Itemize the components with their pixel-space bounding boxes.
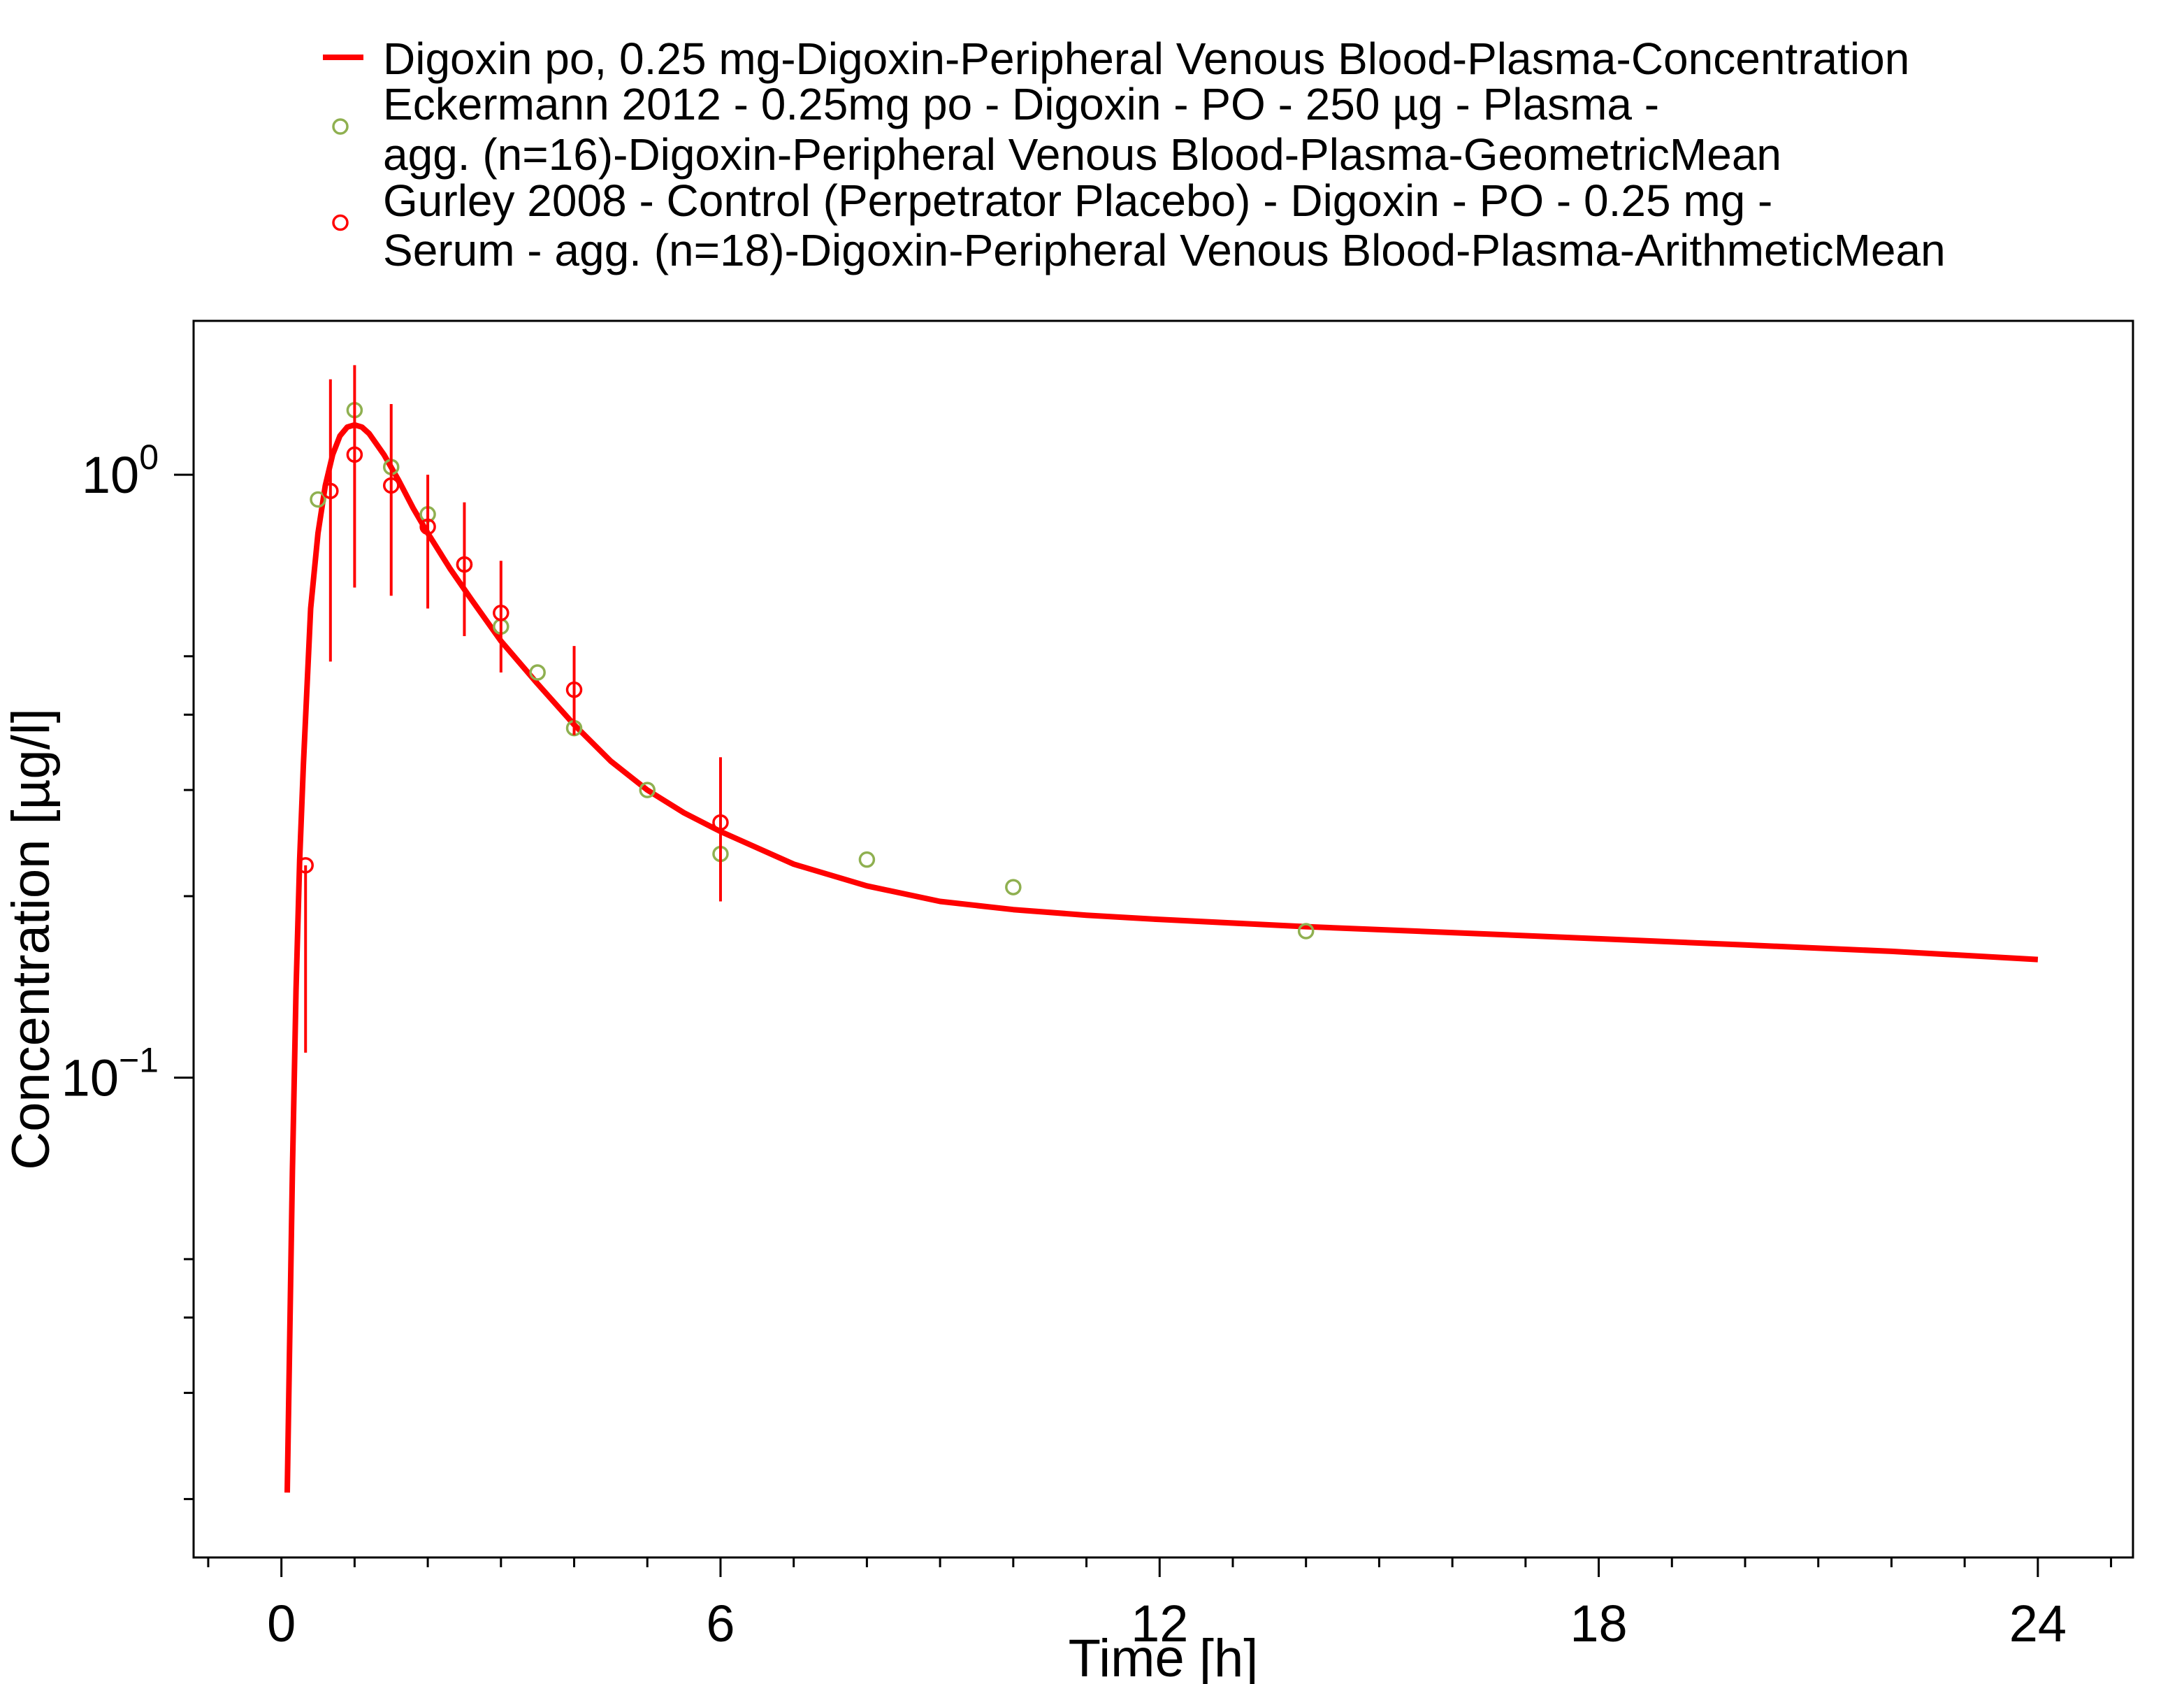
legend-label: Gurley 2008 - Control (Perpetrator Place… (383, 175, 1772, 226)
y-tick-label: 10−1 (62, 1041, 159, 1107)
data-point (493, 605, 509, 621)
legend-label: Serum - agg. (n=18)-Digoxin-Peripheral V… (383, 225, 1946, 275)
series-2 (297, 365, 729, 1053)
series-0 (284, 422, 2039, 1493)
data-point (1297, 923, 1315, 940)
plot-frame (192, 319, 2134, 1559)
legend-label: agg. (n=16)-Digoxin-Peripheral Venous Bl… (383, 129, 1781, 180)
data-point (858, 851, 876, 868)
data-point (1005, 879, 1022, 895)
legend-swatch (332, 214, 349, 231)
series-1 (310, 401, 1315, 940)
data-point (322, 482, 339, 500)
legend-swatch (332, 118, 349, 135)
y-axis-label: Concentration [µg/l] (1, 708, 61, 1170)
x-tick-label: 18 (1570, 1595, 1627, 1653)
data-point (529, 664, 546, 681)
x-tick-label: 12 (1131, 1595, 1188, 1653)
data-point (456, 556, 473, 573)
data-point (712, 814, 729, 831)
series-line (284, 422, 2039, 1493)
data-point (639, 782, 656, 798)
x-tick-label: 6 (706, 1595, 735, 1653)
data-point (382, 477, 400, 494)
x-tick-label: 24 (2009, 1595, 2067, 1653)
series-layer (284, 365, 2039, 1493)
legend-label: Digoxin po, 0.25 mg-Digoxin-Peripheral V… (383, 34, 1909, 84)
x-tick-label: 0 (267, 1595, 296, 1653)
axis-ticks: 0 6 12 18 24 100 10−1 (62, 438, 2113, 1653)
legend-label: Eckermann 2012 - 0.25mg po - Digoxin - P… (383, 79, 1659, 129)
data-point (419, 518, 436, 535)
data-point (310, 491, 326, 508)
x-axis-label: Time [h] (1069, 1629, 1259, 1684)
y-tick-label: 100 (82, 438, 159, 504)
data-point (565, 681, 583, 698)
legend: Digoxin po, 0.25 mg-Digoxin-Peripheral V… (323, 34, 1946, 275)
data-point (297, 857, 314, 874)
data-point (346, 446, 363, 463)
